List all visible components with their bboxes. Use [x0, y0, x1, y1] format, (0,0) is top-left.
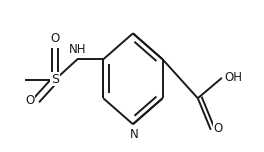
- Text: S: S: [51, 73, 59, 86]
- Text: N: N: [129, 128, 138, 141]
- Text: O: O: [213, 122, 223, 135]
- Text: O: O: [25, 94, 34, 107]
- Text: O: O: [50, 32, 60, 45]
- Text: OH: OH: [224, 71, 242, 84]
- Text: NH: NH: [69, 43, 86, 56]
